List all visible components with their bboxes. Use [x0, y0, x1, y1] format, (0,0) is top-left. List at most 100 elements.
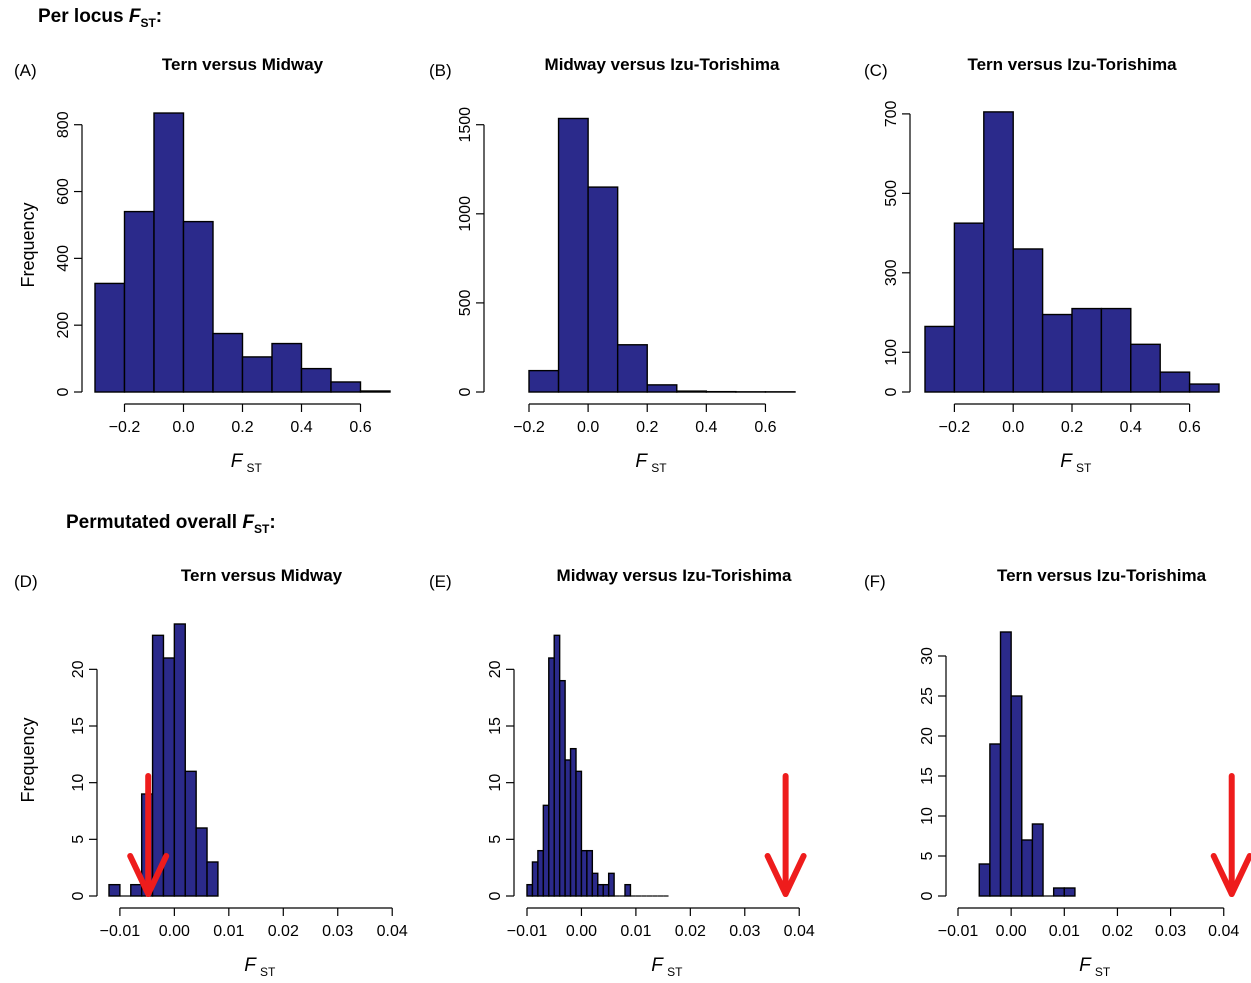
histogram-bar	[999, 631, 1012, 897]
chart-title: Tern versus Izu-Torishima	[997, 566, 1207, 585]
histogram-bar	[548, 657, 555, 897]
observed-value-arrowhead	[127, 853, 170, 897]
chart-title: Midway versus Izu-Torishima	[557, 566, 792, 585]
y-tick-label: 0	[883, 387, 900, 396]
y-tick-label: 15	[919, 767, 936, 785]
section-title-label: Permutated overall	[66, 512, 238, 533]
histogram-bar	[591, 872, 599, 897]
y-tick-label: 200	[55, 312, 72, 339]
y-tick-label: 10	[70, 774, 87, 792]
histogram-bar	[607, 872, 615, 897]
histogram-bar	[1063, 887, 1076, 897]
x-tick-label: −0.2	[109, 419, 141, 436]
histogram-bar	[575, 770, 583, 897]
section-title-symbol: FST	[128, 6, 156, 30]
y-tick-label: 5	[919, 851, 936, 860]
x-tick-label: 0.4	[290, 419, 312, 436]
histogram-bar	[1100, 307, 1132, 393]
x-tick-label: 0.02	[1102, 923, 1133, 940]
y-tick-label: 400	[55, 245, 72, 272]
histogram-bar	[528, 369, 560, 393]
y-tick-label: 20	[70, 660, 87, 678]
histogram-bar	[597, 883, 604, 897]
x-axis-label: F	[651, 955, 664, 976]
histogram-bar	[602, 883, 610, 897]
x-tick-label: 0.03	[322, 923, 353, 940]
x-tick-label: 0.03	[729, 923, 760, 940]
section-title-per-locus: Per locus FST:	[38, 6, 163, 30]
section-title-symbol: FST	[242, 512, 270, 536]
y-tick-label: 10	[487, 774, 504, 792]
chart-panel-5: (E) Midway versus Izu-Torishima −0.01 0.00 0…	[429, 566, 815, 979]
x-tick-label: 0.00	[996, 923, 1027, 940]
y-tick-label: 500	[883, 180, 900, 207]
y-tick-label: 600	[55, 178, 72, 205]
y-tick-label: 5	[487, 835, 504, 844]
panel-label: (D)	[14, 572, 38, 591]
histogram-bar	[580, 849, 588, 897]
panel-label: (B)	[429, 61, 452, 80]
histogram-bar	[983, 111, 1014, 393]
histogram-bar	[953, 222, 985, 393]
histogram-bar	[153, 112, 185, 393]
x-tick-label: 0.04	[377, 923, 408, 940]
chart-title: Tern versus Izu-Torishima	[967, 55, 1177, 74]
panel-label: (A)	[14, 61, 37, 80]
histogram-bar	[195, 827, 208, 897]
y-tick-label: 700	[883, 100, 900, 127]
histogram-bar	[646, 384, 678, 393]
histogram-bar	[330, 381, 362, 393]
histogram-bar	[624, 883, 632, 897]
x-axis-label-sub: ST	[247, 461, 263, 475]
x-axis-label-sub: ST	[1095, 965, 1111, 979]
histogram-bar	[359, 390, 391, 393]
panel-label: (E)	[429, 572, 452, 591]
y-tick-label: 15	[487, 717, 504, 735]
histogram-bar	[557, 117, 589, 393]
x-tick-label: 0.2	[636, 419, 658, 436]
histogram-bar	[569, 747, 577, 897]
chart-title: Midway versus Izu-Torishima	[545, 55, 780, 74]
panel-label: (C)	[864, 61, 888, 80]
y-tick-label: 10	[919, 807, 936, 825]
histogram-bar	[94, 282, 126, 393]
x-axis-label: F	[635, 451, 648, 472]
x-tick-label: −0.01	[100, 923, 141, 940]
histogram-bar	[1041, 313, 1073, 393]
histogram-bar	[564, 759, 572, 897]
histogram-bar	[586, 849, 594, 897]
histogram-bar	[1071, 307, 1103, 393]
y-tick-label: 25	[919, 687, 936, 705]
histogram-bar	[558, 679, 566, 897]
x-tick-label: 0.0	[172, 419, 194, 436]
x-tick-label: 0.2	[231, 419, 253, 436]
x-tick-label: 0.0	[577, 419, 599, 436]
y-tick-label: 1000	[457, 196, 474, 232]
x-tick-label: 0.03	[1155, 923, 1186, 940]
y-tick-label: 0	[487, 891, 504, 900]
x-tick-label: 0.6	[349, 419, 371, 436]
x-tick-label: 0.01	[620, 923, 651, 940]
chart-panel-1: (A) Tern versus Midway −0.2 0.0 0.2 0.4 0.6 0 20…	[14, 55, 391, 475]
y-tick-label: 0	[70, 891, 87, 900]
histogram-bar	[1188, 383, 1220, 393]
chart-panel-2: (B) Midway versus Izu-Torishima −0.2 0.0 0.2…	[429, 55, 796, 475]
x-tick-label: 0.2	[1061, 419, 1083, 436]
y-tick-label: 500	[457, 289, 474, 316]
x-tick-label: 0.04	[784, 923, 815, 940]
chart-panel-6: (F) Tern versus Izu-Torishima −0.01 0.00 0.0…	[864, 566, 1251, 979]
y-tick-label: 0	[919, 891, 936, 900]
y-tick-label: 20	[919, 727, 936, 745]
histogram-bar	[537, 849, 545, 897]
histogram-bar	[526, 883, 534, 897]
x-tick-label: 0.6	[1178, 419, 1200, 436]
x-tick-label: 0.02	[268, 923, 299, 940]
y-axis-label: Frequency	[18, 202, 38, 287]
chart-panel-4: (D) Tern versus Midway −0.01 0.00 0.01 0.02 0.…	[14, 566, 408, 979]
histogram-bar	[587, 186, 619, 393]
histogram-bar	[241, 356, 273, 393]
x-axis-label: F	[1060, 451, 1073, 472]
x-tick-label: 0.6	[754, 419, 776, 436]
observed-value-arrowhead	[764, 853, 807, 897]
histogram-bar	[1010, 695, 1023, 897]
